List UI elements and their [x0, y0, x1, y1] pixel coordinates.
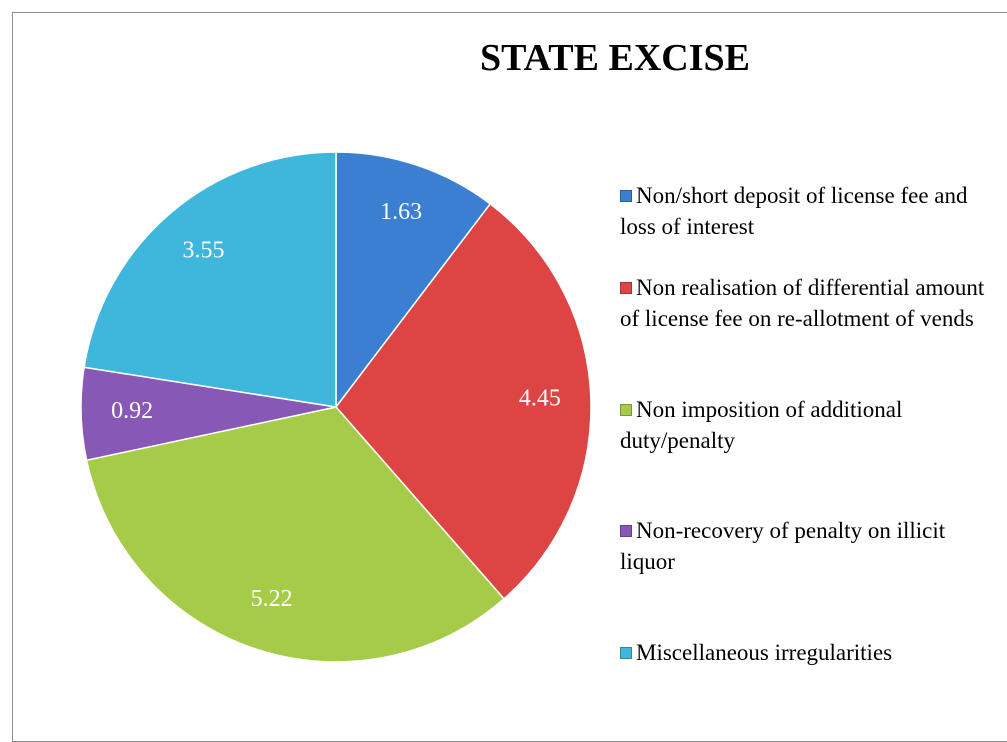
legend-swatch: [620, 190, 632, 202]
legend-entry: Non/short deposit of license fee and los…: [620, 180, 1005, 242]
value-label: 3.55: [182, 237, 224, 263]
chart-title: STATE EXCISE: [480, 37, 750, 79]
legend-label: Non/short deposit of license fee and los…: [620, 183, 968, 239]
pie-slice: [83, 151, 337, 408]
value-label: 4.45: [519, 385, 561, 411]
legend-swatch: [620, 404, 632, 416]
legend-swatch: [620, 525, 632, 537]
pie-slice: [335, 151, 492, 410]
legend-label: Non realisation of differential amount o…: [620, 275, 985, 331]
legend-label: Non imposition of additional duty/penalt…: [620, 397, 903, 453]
pie-slice: [85, 406, 506, 663]
legend-entry: Non imposition of additional duty/penalt…: [620, 394, 1005, 456]
legend-swatch: [620, 282, 632, 294]
value-label: 1.63: [380, 199, 422, 225]
legend-entry: Miscellaneous irregularities: [620, 637, 1005, 668]
value-label: 5.22: [251, 586, 293, 612]
legend-label: Miscellaneous irregularities: [636, 640, 893, 665]
legend-label: Non-recovery of penalty on illicit liquo…: [620, 518, 946, 574]
legend-entry: Non-recovery of penalty on illicit liquo…: [620, 515, 1005, 577]
legend-swatch: [620, 647, 632, 659]
value-label: 0.92: [111, 398, 153, 424]
pie-slice: [335, 202, 592, 600]
legend-entry: Non realisation of differential amount o…: [620, 272, 1005, 334]
